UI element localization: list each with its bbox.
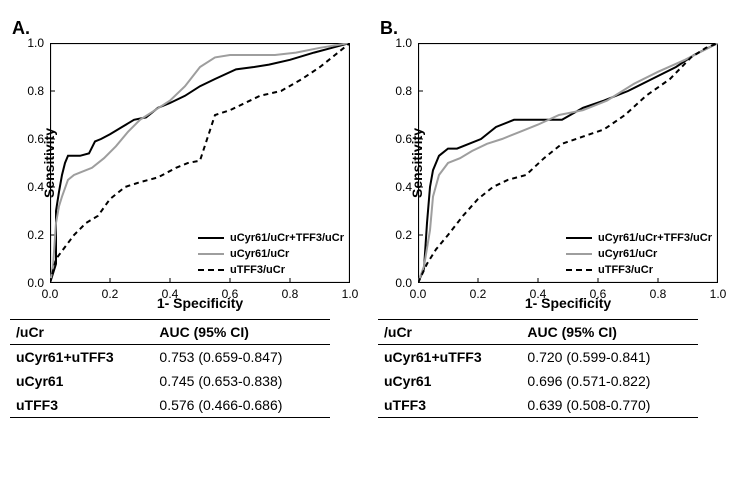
legend-swatch [566, 269, 592, 271]
legend-item: uTFF3/uCr [198, 263, 344, 277]
x-tick-label: 0.8 [282, 283, 299, 301]
y-tick-label: 0.6 [27, 132, 50, 146]
table-row: uTFF30.639 (0.508-0.770) [378, 393, 698, 418]
legend-swatch [198, 237, 224, 239]
x-tick-label: 0.4 [162, 283, 179, 301]
x-tick-label: 0.8 [650, 283, 667, 301]
legend-swatch [198, 269, 224, 271]
legend-label: uTFF3/uCr [598, 263, 653, 277]
table-cell-label: uTFF3 [378, 393, 521, 418]
y-tick-label: 0.8 [395, 84, 418, 98]
y-tick-label: 0.0 [395, 276, 418, 290]
x-tick-label: 0.6 [590, 283, 607, 301]
table-cell-value: 0.720 (0.599-0.841) [521, 345, 698, 370]
roc-plot: Sensitivity1- Specificity0.00.20.40.60.8… [50, 43, 350, 283]
table-cell-value: 0.753 (0.659-0.847) [153, 345, 330, 370]
table-cell-value: 0.745 (0.653-0.838) [153, 369, 330, 393]
y-tick-label: 0.8 [27, 84, 50, 98]
table-header: AUC (95% CI) [521, 320, 698, 345]
table-cell-value: 0.576 (0.466-0.686) [153, 393, 330, 418]
legend-item: uCyr61/uCr+TFF3/uCr [566, 231, 712, 245]
table-row: uCyr610.696 (0.571-0.822) [378, 369, 698, 393]
panel-title: A. [12, 18, 350, 39]
roc-plot: Sensitivity1- Specificity0.00.20.40.60.8… [418, 43, 718, 283]
y-tick-label: 1.0 [27, 36, 50, 50]
x-tick-label: 0.6 [222, 283, 239, 301]
legend: uCyr61/uCr+TFF3/uCr uCyr61/uCr uTFF3/uCr [566, 229, 712, 277]
x-tick-label: 0.2 [102, 283, 119, 301]
legend-item: uCyr61/uCr+TFF3/uCr [198, 231, 344, 245]
legend-swatch [566, 253, 592, 255]
legend-label: uCyr61/uCr+TFF3/uCr [230, 231, 344, 245]
legend-item: uTFF3/uCr [566, 263, 712, 277]
y-tick-label: 0.4 [395, 180, 418, 194]
table-cell-value: 0.639 (0.508-0.770) [521, 393, 698, 418]
legend-label: uCyr61/uCr+TFF3/uCr [598, 231, 712, 245]
table-cell-label: uCyr61 [10, 369, 153, 393]
y-tick-label: 0.6 [395, 132, 418, 146]
y-tick-label: 0.2 [395, 228, 418, 242]
legend-item: uCyr61/uCr [198, 247, 344, 261]
table-cell-label: uCyr61+uTFF3 [378, 345, 521, 370]
auc-table: /uCrAUC (95% CI)uCyr61+uTFF30.753 (0.659… [10, 319, 330, 418]
legend-label: uTFF3/uCr [230, 263, 285, 277]
y-tick-label: 0.2 [27, 228, 50, 242]
x-tick-label: 0.4 [530, 283, 547, 301]
panel: A. Sensitivity1- Specificity0.00.20.40.60… [10, 18, 350, 418]
table-cell-label: uCyr61 [378, 369, 521, 393]
table-cell-label: uTFF3 [10, 393, 153, 418]
x-tick-label: 0.2 [470, 283, 487, 301]
table-cell-label: uCyr61+uTFF3 [10, 345, 153, 370]
table-row: uTFF30.576 (0.466-0.686) [10, 393, 330, 418]
panel-title: B. [380, 18, 718, 39]
table-row: uCyr61+uTFF30.753 (0.659-0.847) [10, 345, 330, 370]
table-header: /uCr [10, 320, 153, 345]
table-cell-value: 0.696 (0.571-0.822) [521, 369, 698, 393]
legend-item: uCyr61/uCr [566, 247, 712, 261]
panel: B. Sensitivity1- Specificity0.00.20.40.60… [378, 18, 718, 418]
y-tick-label: 0.4 [27, 180, 50, 194]
auc-table: /uCrAUC (95% CI)uCyr61+uTFF30.720 (0.599… [378, 319, 698, 418]
table-header: /uCr [378, 320, 521, 345]
legend-swatch [566, 237, 592, 239]
table-header: AUC (95% CI) [153, 320, 330, 345]
x-tick-label: 1.0 [710, 283, 727, 301]
table-row: uCyr61+uTFF30.720 (0.599-0.841) [378, 345, 698, 370]
legend: uCyr61/uCr+TFF3/uCr uCyr61/uCr uTFF3/uCr [198, 229, 344, 277]
legend-label: uCyr61/uCr [230, 247, 289, 261]
legend-label: uCyr61/uCr [598, 247, 657, 261]
y-tick-label: 1.0 [395, 36, 418, 50]
legend-swatch [198, 253, 224, 255]
y-tick-label: 0.0 [27, 276, 50, 290]
x-tick-label: 1.0 [342, 283, 359, 301]
table-row: uCyr610.745 (0.653-0.838) [10, 369, 330, 393]
